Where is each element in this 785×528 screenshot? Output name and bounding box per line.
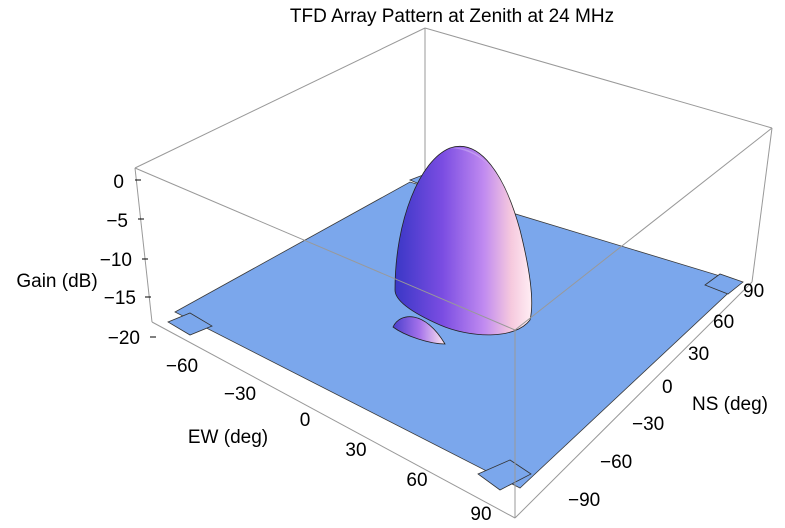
box-front-edges (134, 127, 773, 519)
x-axis-label: EW (deg) (188, 427, 268, 448)
z-tick-label: −10 (100, 250, 132, 271)
z-axis-label: Gain (dB) (16, 271, 97, 292)
side-lobe-surface (392, 316, 446, 345)
z-tick-label: 0 (113, 172, 124, 193)
y-tick-label: −90 (568, 490, 600, 511)
box-back-edges (134, 27, 773, 323)
x-tick-label: −30 (224, 384, 256, 405)
x-tick-label: 30 (345, 440, 366, 461)
y-tick-label: 0 (662, 377, 673, 398)
z-tick-label: −15 (104, 288, 136, 309)
y-tick-label: −60 (600, 452, 632, 473)
x-tick-label: 90 (470, 504, 491, 525)
main-lobe-surface (394, 146, 533, 336)
z-tick-label: −20 (108, 328, 140, 349)
y-tick-label: −30 (632, 414, 664, 435)
z-tick-label: −5 (106, 211, 128, 232)
z-axis-ticks (135, 179, 156, 338)
chart-title: TFD Array Pattern at Zenith at 24 MHz (290, 6, 614, 27)
y-tick-label: 60 (713, 312, 734, 333)
x-tick-label: 60 (406, 470, 427, 491)
y-tick-label: 30 (688, 344, 709, 365)
y-tick-label: 90 (743, 281, 764, 302)
x-tick-label: 0 (300, 410, 311, 431)
y-axis-label: NS (deg) (692, 394, 768, 415)
x-tick-label: −60 (166, 356, 198, 377)
